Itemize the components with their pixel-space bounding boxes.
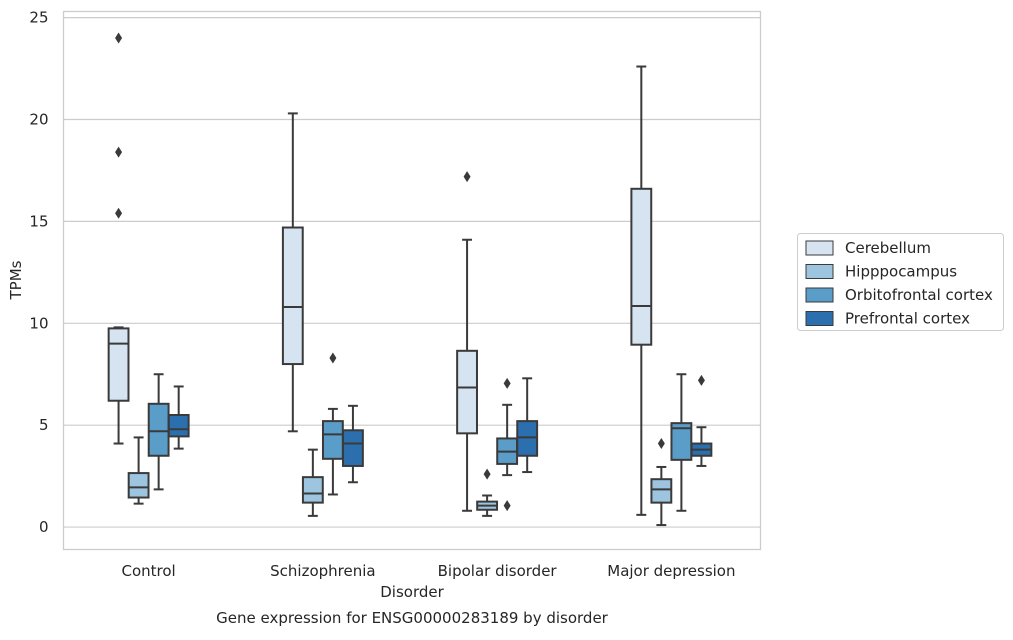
outlier-point — [503, 377, 511, 389]
box-iqr — [342, 429, 364, 467]
box-iqr — [281, 226, 304, 366]
x-tick-label: Bipolar disorder — [438, 562, 558, 580]
box-iqr — [456, 349, 478, 435]
outlier-point — [483, 468, 491, 480]
legend: Cerebellum Hipppocampus Orbitofrontal cort… — [797, 233, 1004, 331]
legend-label: Cerebellum — [845, 239, 931, 257]
box-hipppocampus — [650, 438, 673, 527]
box-cerebellum — [107, 32, 130, 445]
box-iqr — [321, 420, 344, 460]
outlier-point — [463, 171, 471, 183]
legend-swatch — [805, 240, 834, 256]
box-iqr — [516, 420, 539, 457]
y-axis-label: TPMs — [7, 260, 25, 300]
y-tick-label: 10 — [29, 314, 48, 332]
box-iqr — [670, 422, 693, 461]
box-cerebellum — [630, 65, 653, 516]
outlier-point — [115, 146, 123, 158]
box-hipppocampus — [476, 468, 499, 517]
box-iqr — [301, 476, 324, 504]
box-cerebellum — [456, 171, 478, 512]
box-iqr — [147, 402, 170, 457]
box-prefrontal-cortex — [167, 385, 190, 450]
y-tick-label: 20 — [29, 111, 48, 129]
box-iqr — [630, 187, 653, 346]
box-iqr — [167, 414, 190, 438]
legend-swatch — [805, 264, 834, 279]
y-tick-label: 5 — [39, 416, 49, 434]
legend-swatch — [805, 287, 834, 303]
box-hipppocampus — [301, 448, 324, 517]
legend-frame — [797, 233, 1004, 331]
x-tick-label: Control — [122, 562, 176, 580]
box-iqr — [127, 472, 150, 499]
plot-area-frame — [62, 10, 762, 551]
legend-label: Hipppocampus — [845, 263, 957, 281]
outlier-point — [503, 500, 511, 512]
box-hipppocampus — [127, 436, 150, 505]
box-orbitofrontal-cortex — [147, 373, 170, 491]
y-tick-label: 25 — [29, 9, 48, 27]
x-tick-label: Schizophrenia — [270, 562, 375, 580]
outlier-point — [329, 352, 337, 364]
box-prefrontal-cortex — [342, 404, 364, 484]
box-prefrontal-cortex — [516, 377, 539, 474]
box-iqr — [650, 478, 673, 504]
y-tick-label: 0 — [39, 518, 49, 536]
outlier-point — [115, 32, 123, 44]
box-orbitofrontal-cortex — [670, 373, 693, 512]
outlier-point — [697, 374, 705, 386]
box-prefrontal-cortex — [690, 374, 713, 467]
box-cerebellum — [281, 112, 304, 433]
y-tick-label: 15 — [29, 212, 48, 230]
x-tick-label: Major depression — [607, 562, 735, 580]
legend-label: Orbitofrontal cortex — [845, 286, 993, 304]
outlier-point — [115, 207, 123, 219]
legend-swatch — [805, 311, 834, 326]
box-orbitofrontal-cortex — [321, 352, 344, 496]
legend-label: Prefrontal cortex — [845, 310, 970, 328]
box-orbitofrontal-cortex — [496, 377, 519, 512]
box-iqr — [107, 327, 130, 402]
x-axis-label: Disorder — [380, 583, 444, 601]
chart-caption: Gene expression for ENSG00000283189 by d… — [216, 609, 609, 627]
outlier-point — [657, 438, 665, 450]
